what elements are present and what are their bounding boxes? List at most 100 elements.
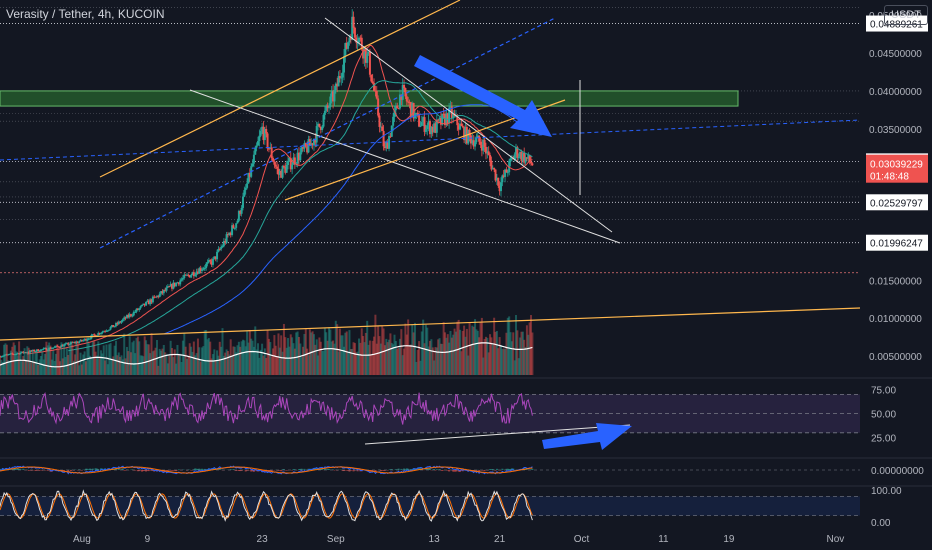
candle-body [258, 135, 261, 142]
volume-bar [259, 349, 262, 375]
candle-body [20, 351, 23, 353]
volume-bar [147, 344, 150, 375]
macd-bar [123, 470, 126, 471]
macd-bar [438, 469, 441, 470]
candle-body [334, 83, 337, 91]
candle-body [206, 262, 209, 264]
candle-body [277, 168, 280, 175]
candle-body [289, 157, 292, 170]
candle-body [304, 143, 307, 147]
volume-bar [106, 364, 109, 375]
candle-body [80, 339, 83, 342]
candle-body [165, 287, 168, 291]
macd-bar [457, 470, 460, 472]
volume-bar [125, 346, 128, 375]
volume-bar [429, 340, 431, 375]
volume-bar [416, 349, 419, 375]
macd-bar [38, 470, 41, 471]
candle-body [506, 172, 509, 174]
time-tick-label: Sep [327, 534, 345, 545]
macd-bar [434, 470, 437, 471]
candle-body [420, 122, 423, 126]
candle-body [187, 274, 190, 276]
candle-body [252, 154, 255, 164]
volume-bar [0, 356, 1, 375]
candle-body [69, 342, 72, 345]
macd-bar [267, 470, 270, 471]
macd-bar [426, 468, 429, 470]
volume-bar [525, 325, 528, 375]
volume-bar [190, 346, 193, 375]
macd-bar [177, 469, 180, 470]
volume-bar [517, 358, 520, 375]
volume-bar [461, 330, 464, 375]
macd-bar [198, 468, 201, 470]
volume-bar [368, 340, 371, 375]
candle-body [175, 282, 178, 287]
long-support-trendline [0, 307, 861, 341]
candle-body [347, 42, 350, 49]
candle-body [491, 167, 494, 170]
macd-bar [512, 468, 515, 470]
candle-body [112, 325, 115, 328]
volume-bar [198, 347, 201, 375]
volume-bar [45, 341, 48, 375]
volume-bar [8, 361, 11, 375]
volume-bar [523, 339, 526, 375]
macd-bar [418, 468, 421, 470]
macd-bar [489, 469, 492, 470]
volume-bar [442, 322, 445, 375]
candle-body [398, 94, 401, 109]
volume-bar [501, 349, 504, 375]
candle-body [355, 37, 358, 43]
candle-body [57, 346, 60, 348]
currency-button[interactable]: USDT [884, 5, 928, 25]
macd-bar [312, 468, 315, 470]
candle-body [64, 343, 67, 345]
volume-bar [446, 334, 449, 375]
volume-bar [403, 348, 406, 375]
volume-bar [195, 353, 198, 375]
candle-body [221, 246, 224, 248]
macd-bar [87, 469, 90, 470]
volume-bar [95, 355, 98, 375]
macd-bar [173, 470, 176, 471]
candle-body [321, 126, 324, 130]
volume-bar [232, 346, 235, 375]
rsi-tick-label: 25.00 [871, 434, 896, 445]
macd-bar [297, 469, 300, 470]
candle-body [287, 160, 290, 165]
time-tick-label: 19 [723, 534, 735, 545]
stoch-tick-label: 100.00 [871, 486, 902, 497]
candle-body [3, 355, 6, 357]
candle-body [343, 56, 345, 73]
candle-body [127, 315, 130, 318]
macd-bar [18, 469, 21, 470]
volume-bar [166, 363, 169, 375]
macd-bar [356, 470, 359, 472]
macd-bar [254, 470, 257, 471]
volume-bar [295, 332, 298, 375]
price-tick-label: 0.04000000 [869, 87, 922, 98]
candle-body [314, 139, 317, 143]
candle-body [91, 334, 94, 336]
candle-body [400, 94, 403, 100]
volume-bar [341, 335, 344, 375]
volume-bar [445, 337, 448, 375]
candle-body [130, 314, 133, 316]
candle-body [439, 117, 442, 125]
volume-bar [439, 343, 442, 375]
volume-bar [224, 352, 227, 375]
macd-bar [94, 468, 97, 470]
macd-bar [138, 470, 141, 472]
blue-dashed-level [0, 119, 861, 161]
volume-bar [217, 355, 220, 375]
volume-bar [423, 343, 426, 375]
volume-bar [218, 341, 221, 375]
volume-bar [370, 355, 373, 375]
candle-body [476, 135, 479, 138]
candle-body [153, 296, 156, 298]
candle-body [128, 314, 131, 318]
volume-bar [34, 353, 37, 375]
